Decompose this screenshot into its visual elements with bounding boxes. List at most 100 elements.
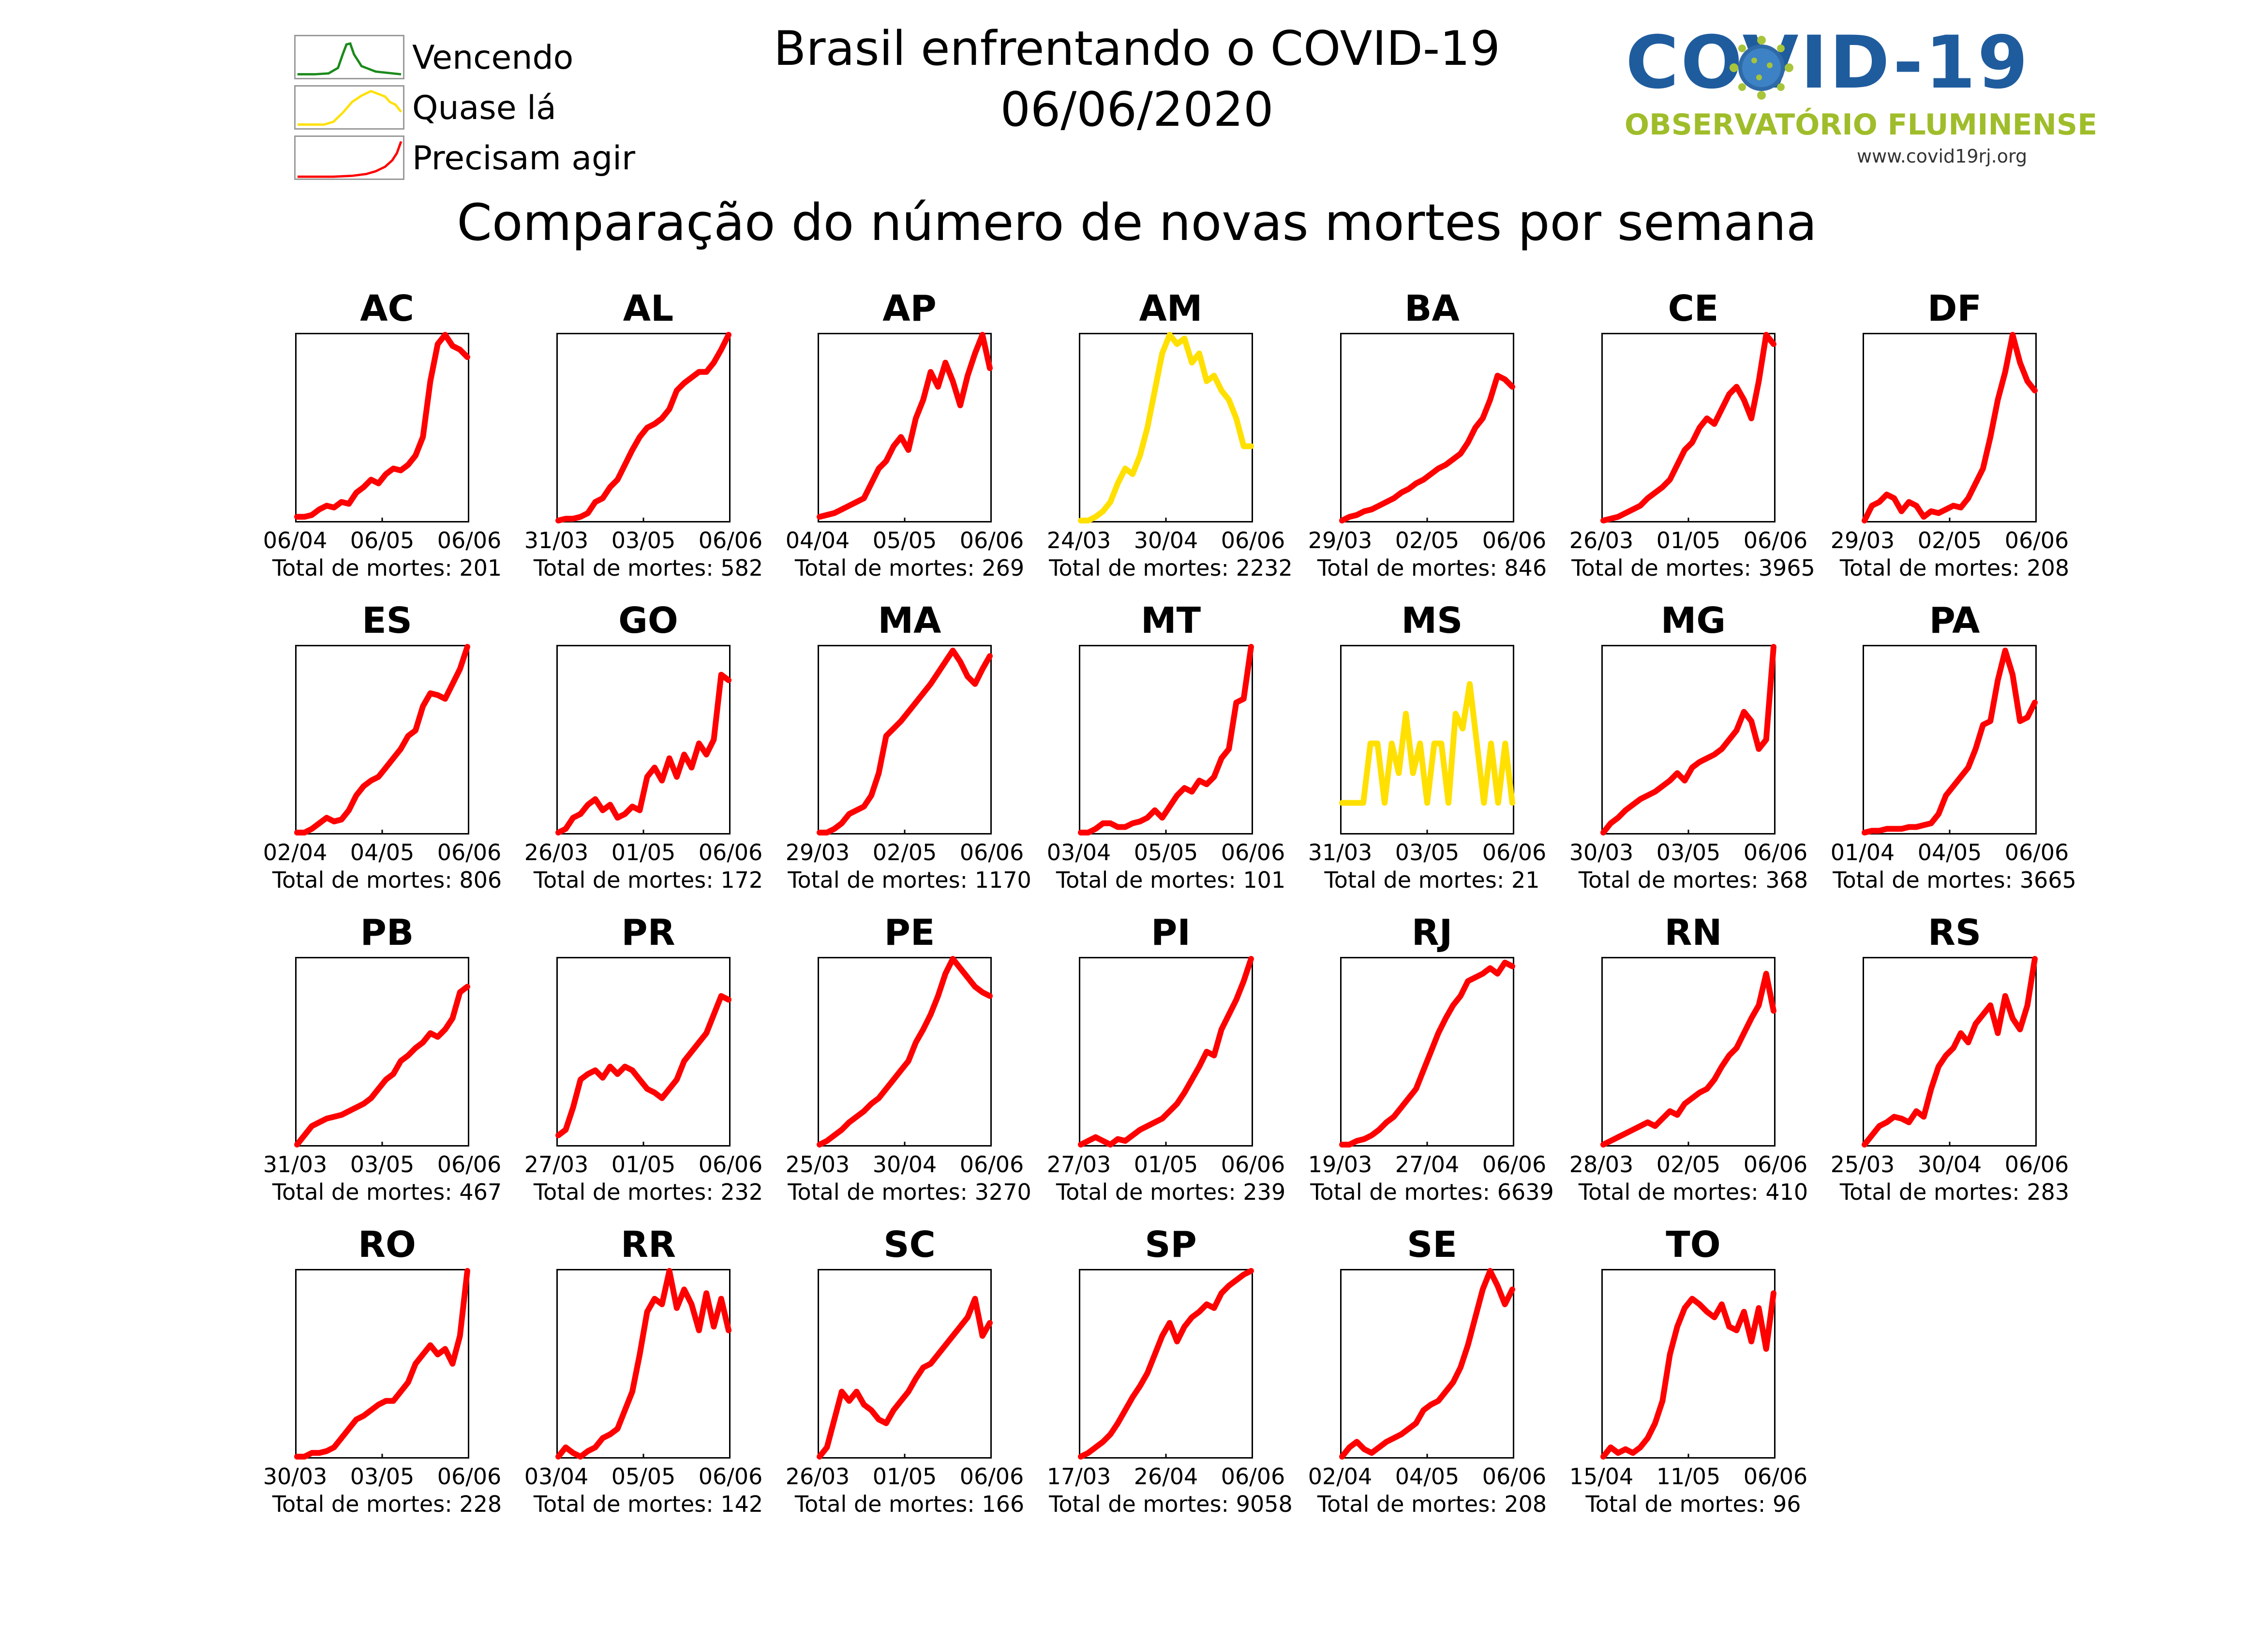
- plot-frame: [295, 957, 469, 1147]
- x-tick-label: 06/06: [437, 839, 502, 865]
- series-line: [1600, 970, 1776, 1148]
- plot-area: [1600, 644, 1776, 835]
- plot-svg: [294, 644, 470, 835]
- plot-frame: [1340, 333, 1514, 522]
- state-title: GO: [618, 600, 678, 641]
- total-deaths-label: Total de mortes: 142: [518, 1491, 779, 1517]
- x-tick-label: 25/03: [1830, 1151, 1895, 1178]
- series-line: [294, 644, 470, 835]
- series-line: [294, 1268, 470, 1460]
- x-tick-label: 03/05: [350, 1463, 415, 1490]
- plot-area: [294, 332, 470, 522]
- total-value: 1170: [974, 867, 1031, 893]
- legend-curve-yellow: [297, 89, 403, 126]
- x-tick-label: 27/04: [1395, 1151, 1460, 1178]
- state-title: ES: [362, 600, 412, 641]
- plot-svg: [817, 645, 993, 835]
- plot-svg: [555, 1268, 731, 1460]
- x-tick-label: 26/03: [785, 1463, 850, 1490]
- total-prefix: Total de mortes:: [1317, 1491, 1497, 1517]
- total-deaths-label: Total de mortes: 6639: [1301, 1179, 1563, 1205]
- total-deaths-label: Total de mortes: 228: [256, 1491, 518, 1517]
- series-line: [1339, 1268, 1515, 1460]
- plot-frame: [556, 333, 731, 522]
- total-deaths-label: Total de mortes: 3665: [1824, 867, 2085, 893]
- total-prefix: Total de mortes:: [1839, 555, 2020, 581]
- plot-frame: [1601, 333, 1776, 522]
- x-tick-label: 06/06: [959, 839, 1024, 865]
- plot-area: [817, 956, 993, 1148]
- x-tick-label: 29/03: [1308, 527, 1373, 553]
- legend-swatch-yellow: [294, 85, 404, 130]
- x-tick-label: 26/03: [1569, 527, 1634, 553]
- total-value: 269: [982, 555, 1025, 581]
- total-prefix: Total de mortes:: [1585, 1491, 1766, 1517]
- total-value: 806: [459, 867, 502, 893]
- x-tick-label: 06/06: [698, 839, 763, 865]
- total-deaths-label: Total de mortes: 172: [518, 867, 779, 893]
- state-panel-ap: AP 04/04 05/05 06/06 Total de mortes: 269: [784, 288, 1035, 597]
- x-tick-label: 28/03: [1569, 1151, 1634, 1178]
- total-deaths-label: Total de mortes: 96: [1563, 1491, 1824, 1517]
- series-line: [1600, 332, 1776, 523]
- x-tick-label: 01/05: [611, 1151, 676, 1178]
- total-value: 142: [720, 1491, 763, 1517]
- plot-area: [1862, 332, 2038, 523]
- series-line: [817, 647, 993, 835]
- logo-wordmark: COVID-19: [1626, 21, 2030, 105]
- state-panel-pi: PI 27/03 01/05 06/06 Total de mortes: 239: [1045, 912, 1297, 1222]
- series-line: [817, 956, 993, 1148]
- state-title: RR: [621, 1224, 676, 1266]
- x-tick-label: 05/05: [611, 1463, 676, 1490]
- legend-label-vencendo: Vencendo: [412, 39, 574, 77]
- plot-area: [1078, 1268, 1254, 1460]
- x-tick-label: 01/05: [611, 839, 676, 865]
- total-deaths-label: Total de mortes: 467: [256, 1179, 518, 1205]
- total-value: 228: [459, 1491, 502, 1517]
- series-line: [1078, 644, 1254, 835]
- plot-area: [1600, 1269, 1776, 1460]
- state-panel-ms: MS 31/03 03/05 06/06 Total de mortes: 21: [1306, 600, 1558, 909]
- x-tick-label: 02/04: [1308, 1463, 1373, 1490]
- x-tick-label: 30/04: [1134, 527, 1198, 553]
- total-prefix: Total de mortes:: [272, 555, 452, 581]
- plot-frame: [1340, 1269, 1514, 1459]
- plot-svg: [1078, 1268, 1254, 1460]
- logo-subtitle: OBSERVATÓRIO FLUMINENSE: [1625, 108, 2098, 142]
- x-tick-label: 03/04: [524, 1463, 589, 1490]
- total-prefix: Total de mortes:: [1049, 1491, 1229, 1517]
- state-title: SC: [883, 1224, 936, 1266]
- x-tick-label: 06/06: [1743, 839, 1808, 865]
- state-panel-pb: PB 31/03 03/05 06/06 Total de mortes: 467: [261, 912, 513, 1222]
- title-date: 06/06/2020: [1000, 82, 1274, 137]
- total-value: 101: [1243, 867, 1286, 893]
- state-title: SP: [1145, 1224, 1197, 1266]
- state-title: RS: [1927, 912, 1982, 954]
- plot-area: [1078, 644, 1254, 835]
- x-tick-label: 06/06: [1221, 1463, 1285, 1490]
- x-tick-label: 06/06: [2004, 839, 2069, 865]
- x-tick-label: 03/05: [611, 527, 676, 553]
- total-prefix: Total de mortes:: [272, 867, 452, 893]
- legend-curve-green: [297, 42, 402, 75]
- plot-svg: [294, 957, 470, 1148]
- state-title: PA: [1929, 600, 1980, 641]
- series-line: [1862, 647, 2038, 835]
- state-title: RJ: [1411, 912, 1453, 954]
- plot-area: [1600, 332, 1776, 523]
- x-tick-label: 03/05: [350, 1151, 415, 1178]
- total-deaths-label: Total de mortes: 232: [518, 1179, 779, 1205]
- total-deaths-label: Total de mortes: 283: [1824, 1179, 2085, 1205]
- state-panel-al: AL 31/03 03/05 06/06 Total de mortes: 582: [522, 288, 774, 597]
- total-prefix: Total de mortes:: [788, 867, 968, 893]
- x-tick-label: 04/05: [350, 839, 415, 865]
- x-tick-label: 06/06: [1482, 839, 1547, 865]
- plot-svg: [817, 956, 993, 1148]
- state-panel-ro: RO 30/03 03/05 06/06 Total de mortes: 228: [261, 1224, 513, 1534]
- total-deaths-label: Total de mortes: 9058: [1040, 1491, 1301, 1517]
- total-prefix: Total de mortes:: [1056, 867, 1236, 893]
- x-tick-label: 02/04: [263, 839, 328, 865]
- total-prefix: Total de mortes:: [272, 1491, 452, 1517]
- plot-frame: [1601, 957, 1776, 1147]
- plot-area: [555, 957, 731, 1147]
